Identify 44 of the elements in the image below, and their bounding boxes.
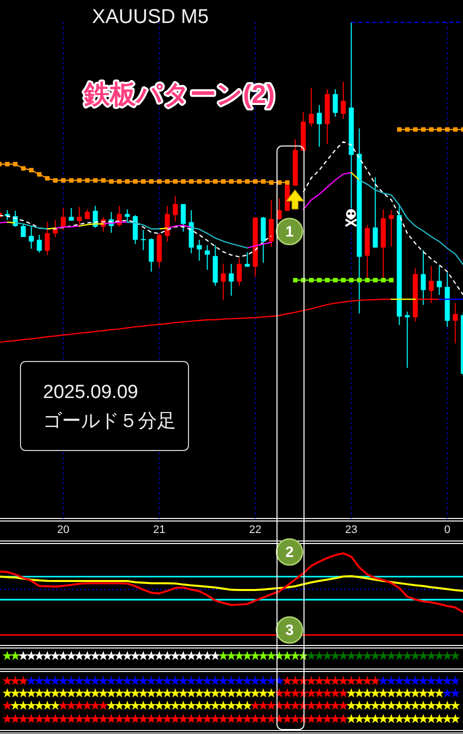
candlestick [28,226,34,250]
candlestick [148,238,154,272]
candlestick [340,81,346,120]
candlestick [140,229,146,251]
candlestick [172,195,178,222]
candlestick [60,207,66,230]
candlestick [452,302,458,344]
x-tick-label: 0 [444,524,450,536]
candlestick [204,244,210,270]
annotation: 2 [285,544,294,561]
x-tick-label: 22 [249,524,262,536]
candlestick [164,205,170,242]
x-tick-label: 21 [153,524,166,536]
candlestick [436,266,442,296]
x-tick-label: 20 [57,524,70,536]
candlestick [316,104,322,148]
annotation: 1 [285,224,294,240]
candlestick [228,263,234,296]
candlestick [236,258,242,286]
candlestick [268,199,274,248]
candlestick [276,198,282,221]
candlestick [68,207,74,222]
candlestick [372,176,378,248]
candlestick [420,250,426,306]
candlestick [132,214,138,245]
candlestick [20,223,26,238]
text: ゴールド５分足 [43,411,176,432]
candlestick [36,234,42,254]
candlestick [404,311,410,368]
candlestick [388,210,394,248]
candlestick [76,206,82,227]
candlestick [180,204,186,232]
candlestick [196,239,202,262]
annotation: 3 [285,622,294,639]
candlestick [220,263,226,300]
candlestick [84,208,90,220]
text: 鉄板パターン(2) [83,79,275,109]
candlestick [332,88,338,118]
text: 2025.09.09 [43,382,138,403]
chart-title: XAUUSD M5 [92,6,209,28]
candlestick [308,87,314,128]
x-tick-label: 23 [345,524,358,536]
candlestick [124,208,130,222]
candlestick [44,221,50,256]
